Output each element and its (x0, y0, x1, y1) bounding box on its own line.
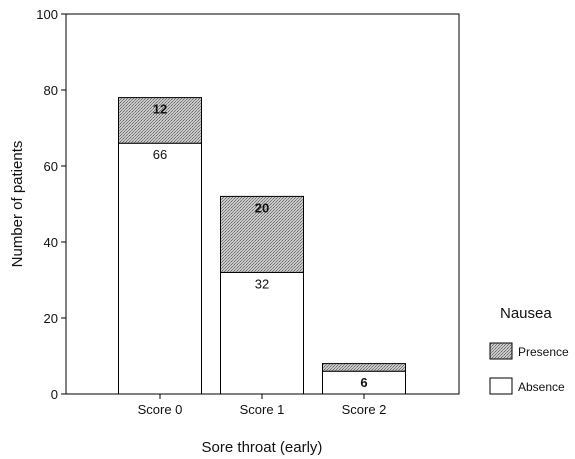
bar-presence-score-1 (220, 195, 304, 273)
y-tick-label: 60 (44, 159, 58, 174)
y-tick-label: 0 (51, 387, 58, 402)
data-labels: 66 12 32 20 6 (153, 102, 368, 391)
y-tick-label: 20 (44, 311, 58, 326)
legend-swatch-presence (489, 342, 513, 360)
y-tick-label: 100 (36, 7, 58, 22)
legend-title: Nausea (500, 305, 552, 322)
legend: Nausea Presence Absence (489, 305, 569, 395)
bars (118, 97, 406, 395)
y-axis-title: Number of patients (9, 141, 26, 268)
y-axis: 0 20 40 60 80 100 (36, 7, 66, 402)
x-tick-label: Score 0 (138, 402, 183, 417)
y-tick-label: 40 (44, 235, 58, 250)
bar-presence-score-0 (118, 97, 202, 144)
y-tick-label: 80 (44, 83, 58, 98)
legend-label-presence: Presence (518, 345, 569, 359)
x-axis: Score 0 Score 1 Score 2 (138, 394, 387, 417)
bar-absence-score-1 (220, 271, 304, 395)
data-label: 12 (153, 102, 167, 117)
data-label: 6 (360, 375, 367, 390)
x-tick-label: Score 2 (342, 402, 387, 417)
x-tick-label: Score 1 (240, 402, 285, 417)
bar-absence-score-0 (118, 142, 202, 395)
data-label: 66 (153, 147, 167, 162)
data-label: 20 (255, 200, 269, 215)
legend-swatch-absence (489, 377, 513, 395)
data-label: 32 (255, 276, 269, 291)
bar-presence-score-2 (322, 363, 406, 372)
legend-label-absence: Absence (518, 380, 565, 394)
x-axis-title: Sore throat (early) (202, 439, 323, 456)
